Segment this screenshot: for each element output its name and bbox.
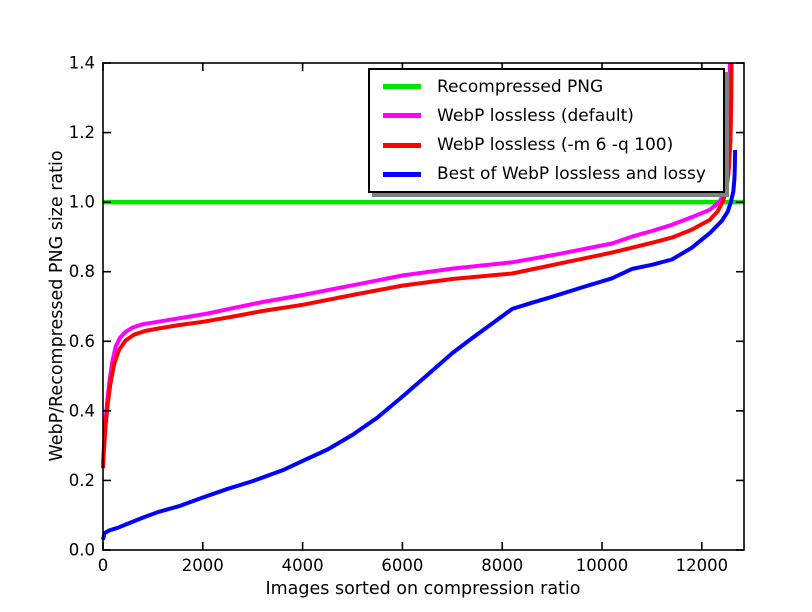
legend-swatch-line [383, 142, 421, 148]
legend-item-label: Recompressed PNG [437, 76, 604, 97]
legend-item-label: Best of WebP lossless and lossy [437, 164, 706, 185]
y-tick-label: 0.4 [69, 401, 95, 420]
y-tick-label: 1.0 [69, 193, 95, 212]
series-line-3 [101, 149, 738, 541]
legend-item: WebP lossless (-m 6 -q 100) [370, 131, 723, 159]
x-tick-label: 0 [98, 556, 109, 575]
y-tick-label: 0.6 [69, 332, 95, 351]
legend-item: Recompressed PNG [370, 73, 723, 101]
x-axis-label: Images sorted on compression ratio [265, 579, 580, 599]
x-tick-label: 4000 [282, 556, 324, 575]
series-line-2 [101, 62, 734, 469]
y-tick-label: 0.8 [69, 262, 95, 281]
x-tick-label: 10000 [576, 556, 629, 575]
x-tick-label: 8000 [481, 556, 523, 575]
y-axis-label: WebP/Recompressed PNG size ratio [47, 150, 67, 461]
y-tick-label: 0.2 [69, 471, 95, 490]
x-tick-label: 2000 [182, 556, 224, 575]
legend-item-label: WebP lossless (-m 6 -q 100) [437, 135, 674, 156]
x-tick-label: 12000 [676, 556, 729, 575]
y-tick-label: 1.2 [69, 123, 95, 142]
y-tick-label: 0.0 [69, 541, 95, 560]
legend-item-label: WebP lossless (default) [437, 105, 634, 126]
legend-swatch-line [383, 171, 421, 177]
plot-area-border [102, 62, 745, 551]
legend-swatch-line [383, 84, 421, 90]
series-line-1 [101, 62, 732, 464]
legend-swatch-line [383, 113, 421, 119]
legend-item: WebP lossless (default) [370, 102, 723, 130]
legend-item: Best of WebP lossless and lossy [370, 160, 723, 188]
x-tick-label: 6000 [381, 556, 423, 575]
y-tick-label: 1.4 [69, 54, 95, 73]
legend: Recompressed PNG WebP lossless (default) W… [368, 68, 725, 193]
